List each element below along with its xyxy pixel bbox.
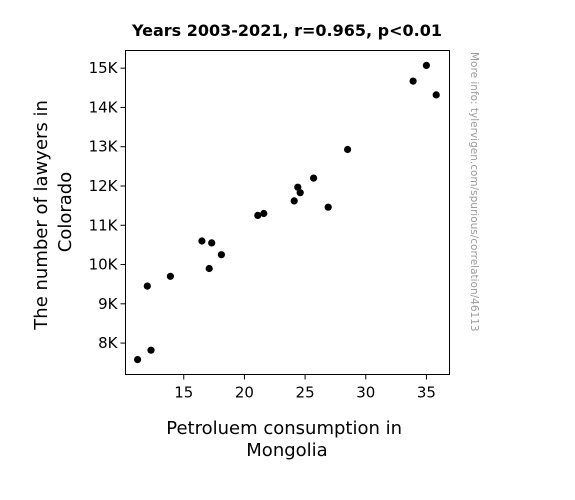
plot-area xyxy=(125,50,450,375)
data-point-14 xyxy=(324,203,332,211)
x-axis-label-line-2: Mongolia xyxy=(246,440,327,461)
plot-frame xyxy=(125,50,450,375)
data-point-13 xyxy=(310,174,318,182)
data-point-10 xyxy=(290,197,298,205)
y-tick-label-7: 15K xyxy=(89,59,119,77)
data-point-8 xyxy=(254,211,262,219)
x-axis-label: Petroluem consumption in Mongolia xyxy=(166,418,408,461)
data-point-6 xyxy=(205,264,213,273)
data-point-0 xyxy=(134,356,142,364)
data-point-5 xyxy=(208,239,216,247)
watermark-source-link: More info: tylervigen.com/spurious/corre… xyxy=(468,52,480,332)
y-tick-label-1: 9K xyxy=(98,295,119,313)
data-point-18 xyxy=(432,91,440,99)
data-point-3 xyxy=(166,272,174,280)
x-tick-label-4: 35 xyxy=(417,384,436,402)
data-point-1 xyxy=(147,346,155,354)
data-point-2 xyxy=(143,282,151,290)
y-axis-label: The number of lawyers in Colorado xyxy=(31,94,76,330)
y-tick-label-6: 14K xyxy=(89,98,119,116)
x-axis-ticks: 15 20 25 30 35 xyxy=(174,374,436,402)
y-axis-ticks: 8K 9K 10K 11K 12K 13K 14K 15K xyxy=(89,59,126,352)
data-point-17 xyxy=(422,61,430,69)
y-tick-label-4: 12K xyxy=(89,177,119,195)
x-tick-label-3: 30 xyxy=(356,384,375,402)
x-tick-label-2: 25 xyxy=(296,384,315,402)
data-points xyxy=(134,61,440,364)
chart-title: Years 2003-2021, r=0.965, p<0.01 xyxy=(131,21,442,40)
data-point-16 xyxy=(409,77,417,85)
data-point-11 xyxy=(294,183,302,191)
data-point-9 xyxy=(260,209,268,218)
x-tick-label-1: 20 xyxy=(235,384,254,402)
data-point-4 xyxy=(198,237,206,245)
y-axis-label-line-2: Colorado xyxy=(55,172,76,252)
y-tick-label-2: 10K xyxy=(89,256,119,274)
y-axis-label-line-1: The number of lawyers in xyxy=(31,100,52,331)
data-point-12 xyxy=(296,189,304,197)
data-point-15 xyxy=(344,145,352,154)
x-axis-label-line-1: Petroluem consumption in xyxy=(166,418,402,439)
y-tick-label-0: 8K xyxy=(98,334,119,352)
data-point-7 xyxy=(217,251,225,259)
y-tick-label-3: 11K xyxy=(89,216,119,234)
y-tick-label-5: 13K xyxy=(89,138,119,156)
x-tick-label-0: 15 xyxy=(174,384,193,402)
